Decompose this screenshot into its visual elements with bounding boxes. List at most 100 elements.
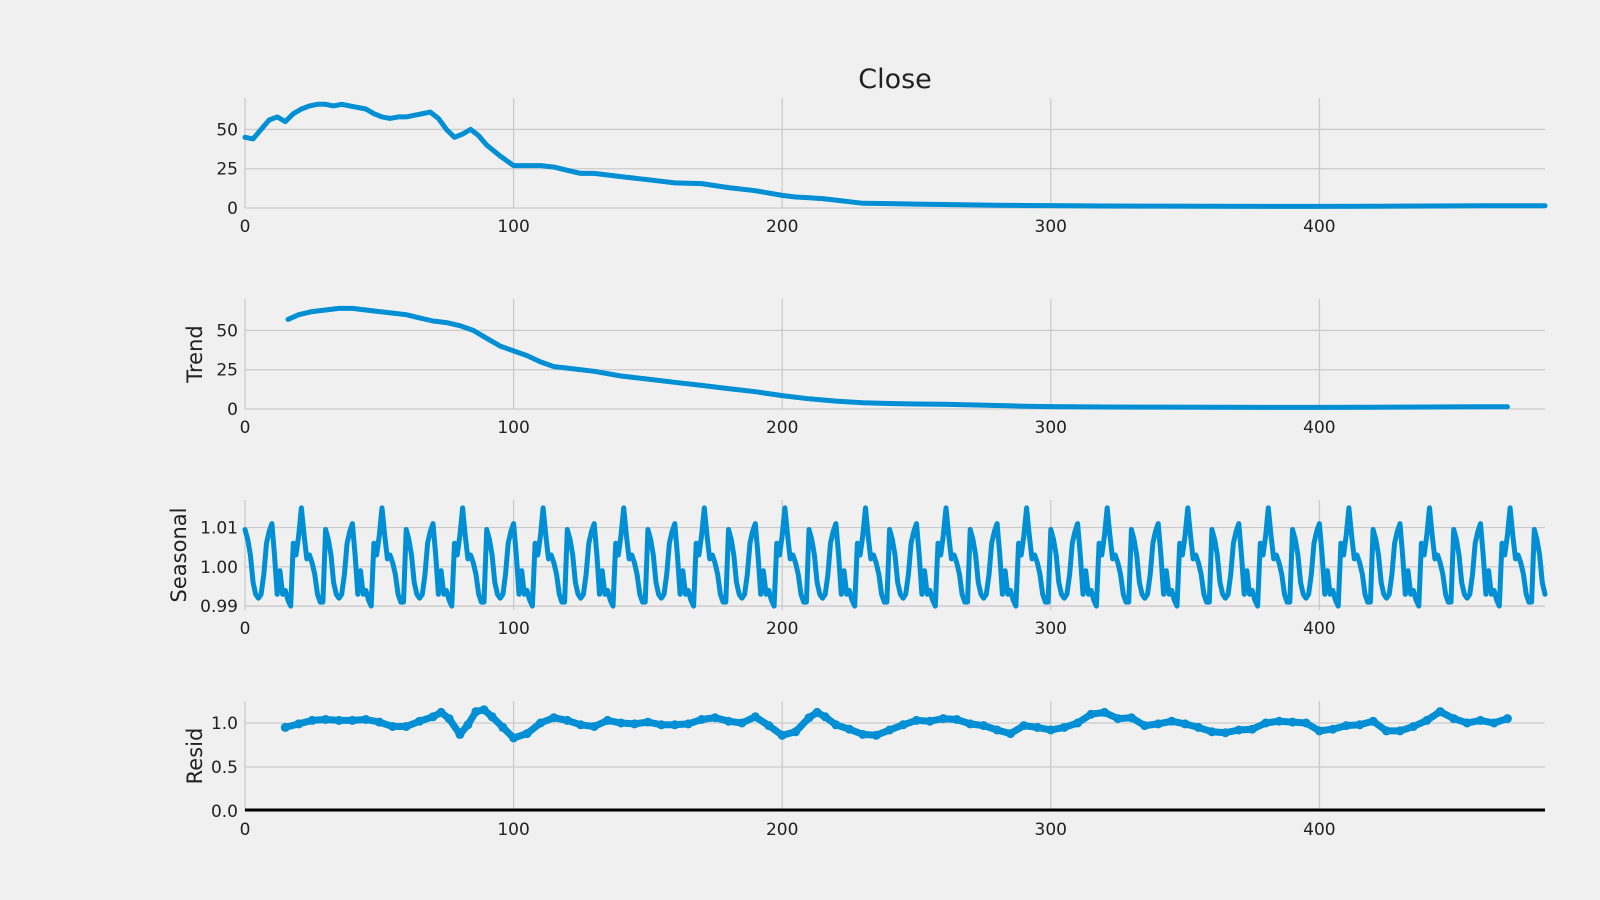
resid-point — [388, 722, 398, 731]
resid-point — [498, 722, 508, 732]
resid-point — [1301, 718, 1311, 728]
trend-x-tick-label: 0 — [240, 418, 251, 438]
resid-point — [536, 718, 545, 728]
resid-point — [697, 715, 707, 724]
resid-point — [1140, 721, 1150, 731]
resid-point — [858, 729, 868, 739]
resid-point — [724, 716, 733, 726]
resid-point — [1100, 707, 1109, 717]
resid-point — [1261, 718, 1271, 728]
trend-y-tick-label: 50 — [216, 321, 238, 341]
resid-point — [812, 707, 822, 717]
resid-point — [979, 721, 989, 731]
resid-point — [1489, 718, 1499, 728]
resid-point — [992, 725, 1002, 735]
close-x-tick-label: 200 — [766, 217, 798, 237]
resid-point — [710, 713, 720, 723]
resid-point — [1422, 715, 1432, 725]
seasonal-x-tick-label: 400 — [1303, 619, 1335, 639]
resid-point — [374, 717, 384, 727]
resid-point — [1328, 724, 1338, 734]
resid-point — [1288, 717, 1297, 727]
resid-point — [280, 722, 290, 732]
resid-point — [1046, 725, 1056, 735]
resid-point — [898, 720, 908, 730]
resid-point — [871, 730, 881, 740]
resid-point — [1194, 722, 1203, 732]
seasonal-y-tick-label: 0.99 — [200, 597, 238, 617]
resid-point — [844, 724, 854, 734]
trend-x-tick-label: 400 — [1303, 418, 1335, 438]
resid-point — [1032, 722, 1042, 732]
resid-point — [1449, 714, 1459, 724]
resid-point — [1247, 724, 1257, 734]
resid-point — [925, 716, 935, 726]
resid-point — [576, 720, 586, 730]
resid-point — [1395, 726, 1405, 736]
resid-point — [630, 719, 639, 729]
chart-title: Close — [858, 64, 932, 95]
resid-point — [1207, 727, 1217, 737]
seasonal-series-line — [242, 505, 1548, 609]
resid-point — [1113, 714, 1123, 724]
resid-point — [670, 720, 680, 730]
resid-point — [321, 715, 331, 724]
resid-point — [603, 715, 613, 725]
close-y-tick-label: 25 — [216, 160, 238, 180]
seasonal-panel: 0 100 200 300 400 0.99 1.00 1.01 Seasonal — [167, 500, 1548, 639]
resid-point — [294, 719, 304, 729]
resid-point — [428, 712, 438, 722]
resid-point — [1073, 718, 1083, 728]
resid-point — [1382, 726, 1391, 736]
trend-y-tick-label: 0 — [227, 400, 238, 420]
trend-x-tick-label: 100 — [497, 418, 529, 438]
resid-point — [1355, 720, 1365, 730]
seasonal-x-tick-label: 300 — [1035, 619, 1067, 639]
trend-x-tick-label: 300 — [1035, 418, 1067, 438]
resid-point — [616, 718, 626, 728]
trend-y-tick-label: 25 — [216, 361, 238, 381]
resid-point — [347, 715, 357, 725]
trend-series-line — [285, 305, 1510, 410]
resid-point — [831, 720, 841, 730]
resid-point — [471, 707, 481, 717]
resid-x-tick-label: 400 — [1303, 820, 1335, 840]
close-series-line — [242, 101, 1548, 209]
seasonal-y-axis-label: Seasonal — [167, 508, 191, 603]
close-x-tick-label: 0 — [240, 217, 251, 237]
resid-point — [455, 729, 465, 739]
seasonal-x-tick-label: 100 — [497, 619, 529, 639]
resid-point — [1462, 718, 1472, 728]
resid-point — [589, 722, 599, 731]
resid-point — [1368, 716, 1378, 726]
resid-x-tick-label: 200 — [766, 820, 798, 840]
resid-point — [952, 715, 962, 724]
resid-point — [643, 717, 653, 727]
resid-point — [1153, 719, 1163, 729]
resid-y-tick-label: 0.0 — [211, 802, 238, 822]
resid-point — [965, 719, 975, 729]
resid-point — [1274, 716, 1284, 726]
resid-point — [479, 705, 489, 715]
resid-point — [1019, 721, 1029, 731]
resid-point — [509, 733, 519, 743]
close-y-tick-label: 0 — [227, 199, 238, 219]
close-y-tick-label: 50 — [216, 120, 238, 140]
close-x-tick-label: 300 — [1035, 217, 1067, 237]
seasonal-x-tick-label: 200 — [766, 619, 798, 639]
resid-point — [1059, 722, 1069, 732]
resid-point — [562, 715, 572, 725]
resid-point — [656, 720, 666, 730]
resid-point — [1435, 707, 1445, 717]
resid-point — [415, 716, 425, 726]
resid-point — [820, 712, 830, 722]
resid-point — [549, 713, 559, 723]
resid-point — [1234, 725, 1244, 735]
resid-point — [1006, 729, 1015, 739]
resid-point — [683, 719, 693, 729]
resid-point — [307, 715, 317, 725]
trend-x-tick-label: 200 — [766, 418, 798, 438]
resid-point — [1220, 728, 1230, 738]
resid-y-axis-label: Resid — [183, 728, 207, 785]
